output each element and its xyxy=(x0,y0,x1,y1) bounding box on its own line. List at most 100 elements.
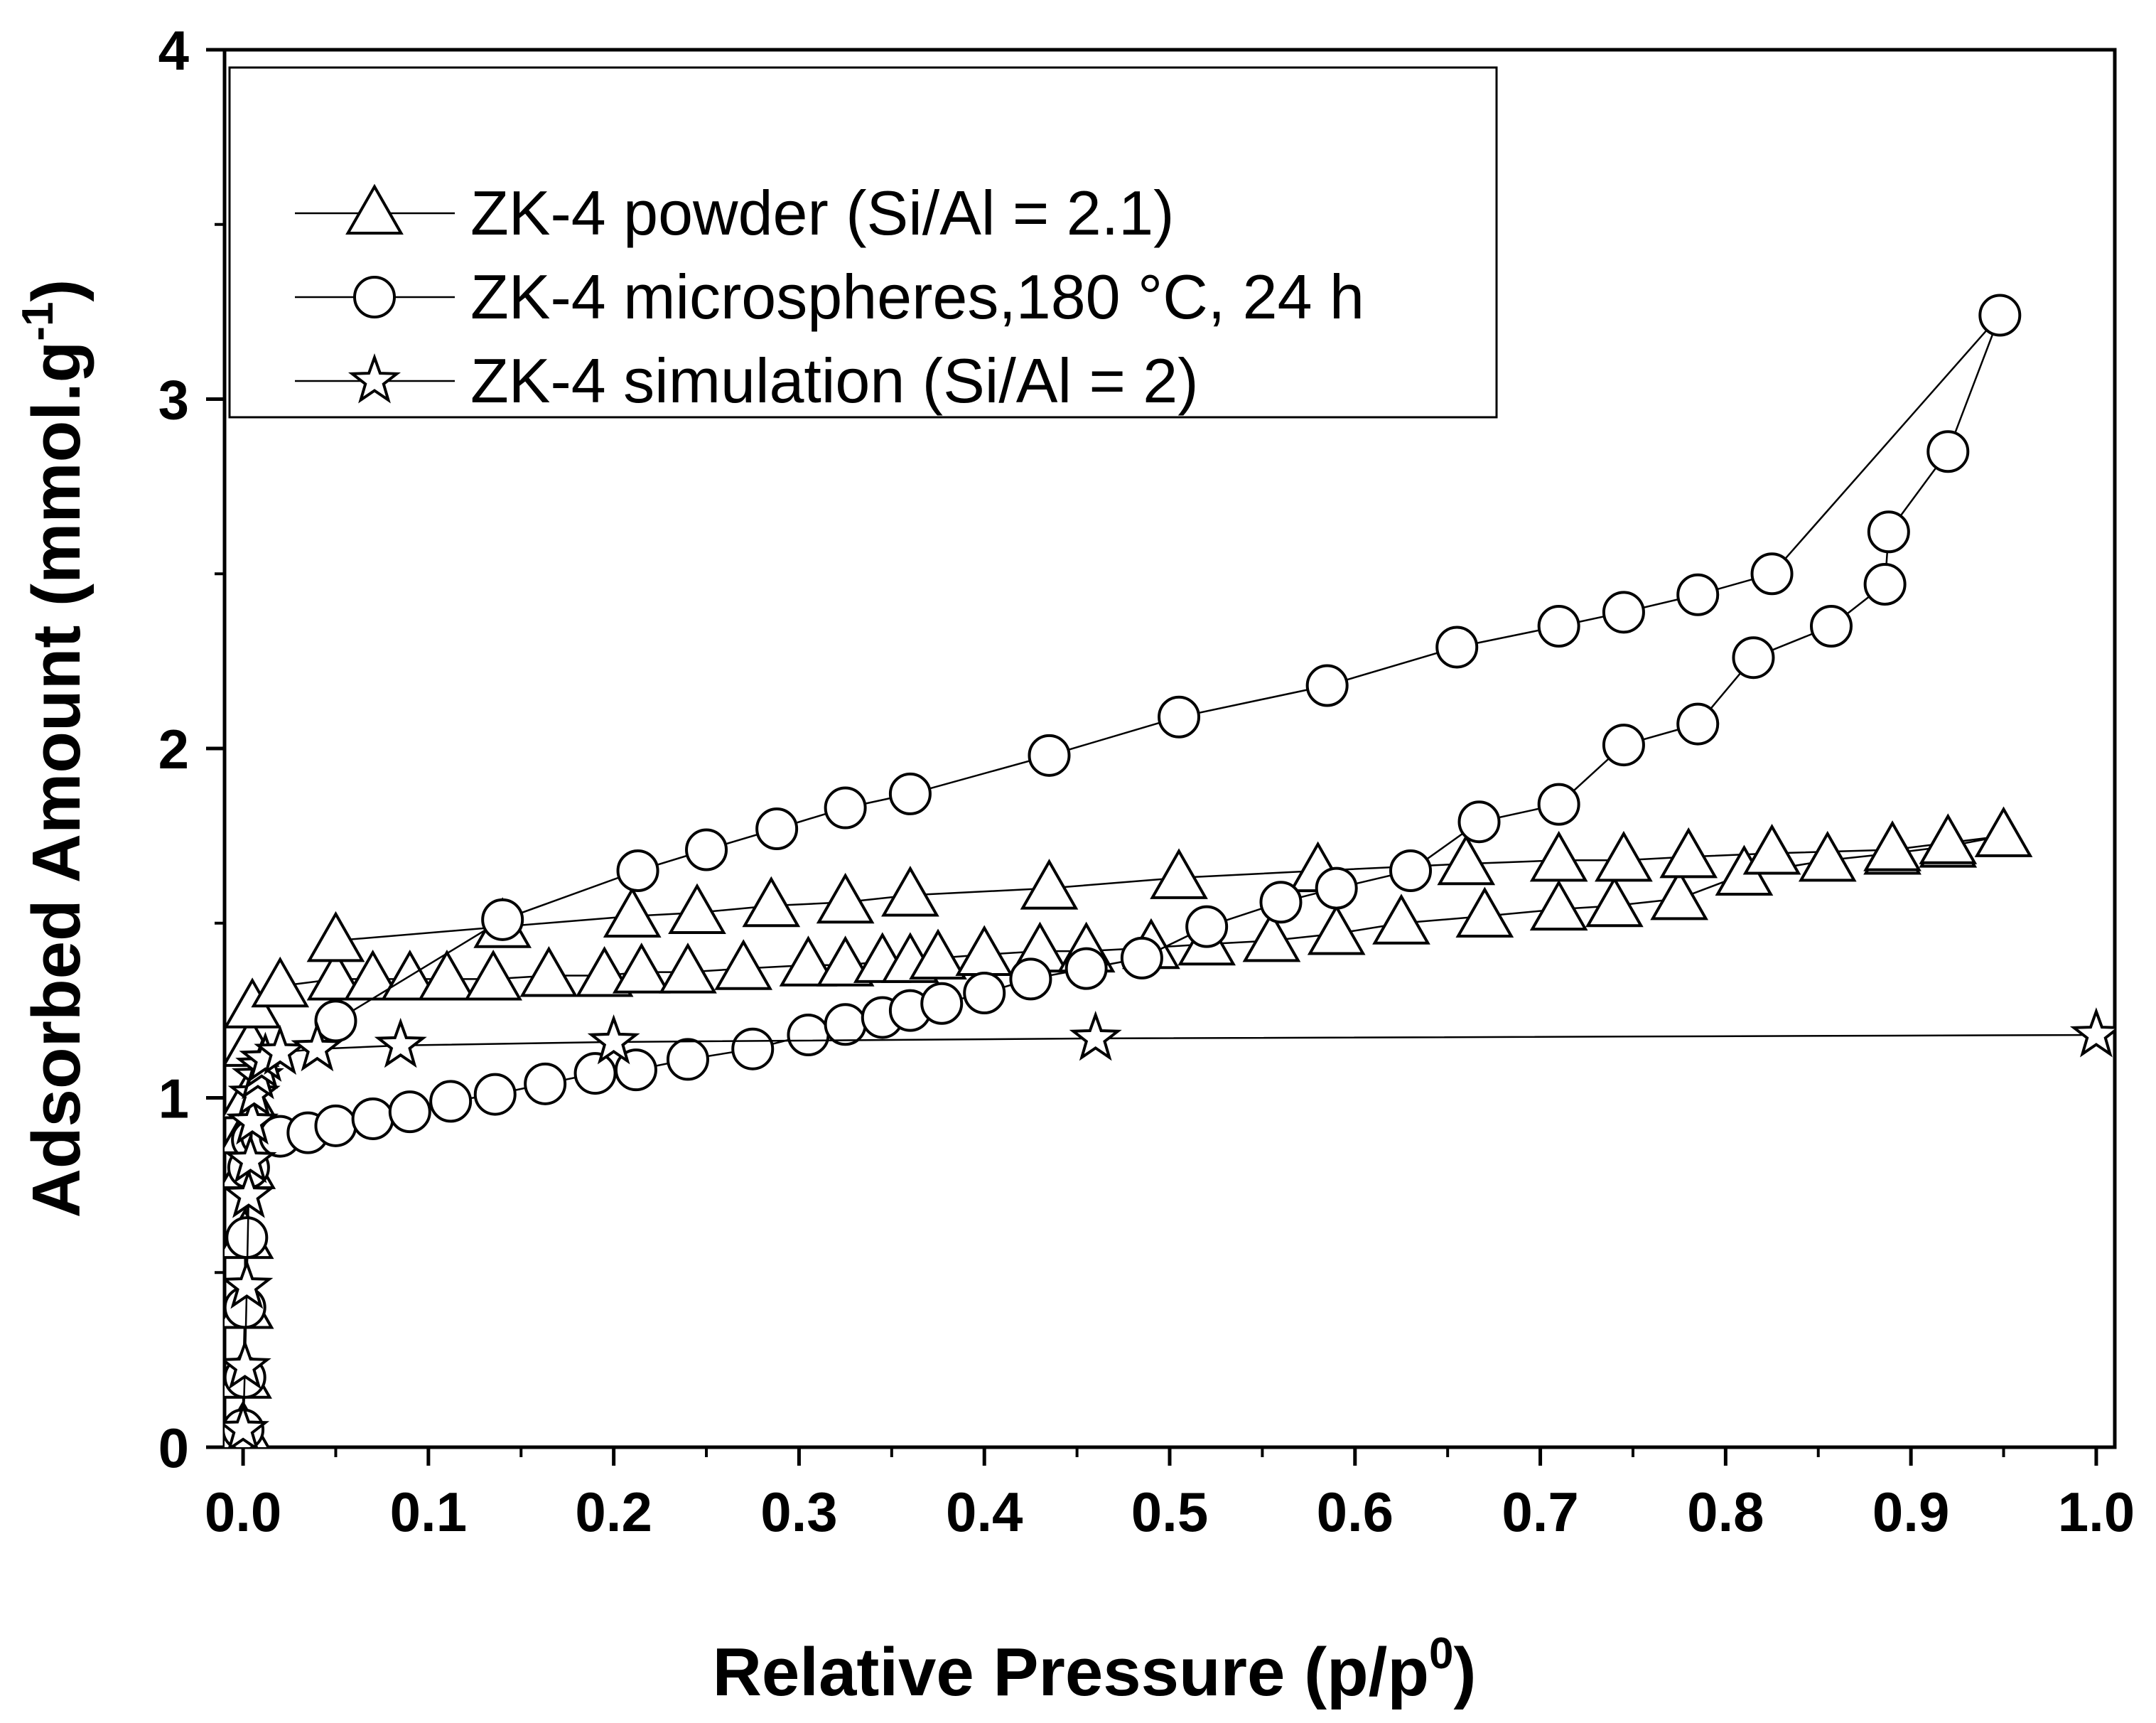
data-point-circle xyxy=(1978,294,2022,337)
x-axis-title: Relative Pressure (p/p0) xyxy=(713,1629,1477,1710)
data-point-triangle xyxy=(464,949,522,1001)
x-axis: 0.0 0.1 0.2 0.3 0.4 0.5 0.6 0.7 0.8 0.9 1.0 xyxy=(205,1447,2135,1543)
data-point-circle xyxy=(1537,783,1580,826)
data-point-circle xyxy=(920,982,964,1025)
data-point-triangle xyxy=(1798,830,1857,882)
y-axis: 0 1 2 3 4 xyxy=(158,19,225,1479)
data-point-circle xyxy=(1185,905,1229,948)
data-point-circle xyxy=(1315,866,1358,910)
y-tick-label: 3 xyxy=(158,369,189,431)
x-tick-label: 0.8 xyxy=(1687,1481,1764,1543)
data-point-circle xyxy=(1863,562,1907,606)
data-point-triangle xyxy=(1307,904,1366,955)
data-point-circle xyxy=(616,849,659,893)
legend-entry: ZK-4 powder (Si/Al = 2.1) xyxy=(295,178,1174,248)
data-point-triangle xyxy=(742,876,801,928)
data-point-circle xyxy=(1926,430,1970,473)
data-point-circle xyxy=(481,898,524,941)
legend-box xyxy=(228,66,1498,419)
x-tick-label: 0.4 xyxy=(946,1481,1023,1543)
data-point-circle xyxy=(755,807,799,851)
y-tick-label: 1 xyxy=(158,1068,189,1130)
data-point-circle xyxy=(388,1090,431,1134)
data-point-star xyxy=(1069,1010,1122,1061)
data-point-circle xyxy=(963,972,1006,1015)
data-point-triangle xyxy=(575,946,634,997)
data-point-star xyxy=(225,1402,270,1447)
series-layer xyxy=(225,294,2115,1447)
data-point-triangle xyxy=(1372,893,1430,945)
data-point-triangle xyxy=(881,865,939,917)
data-point-triangle xyxy=(1742,824,1801,875)
x-tick-label: 0.5 xyxy=(1131,1481,1208,1543)
data-point-triangle xyxy=(1437,834,1496,886)
data-point-circle xyxy=(1120,936,1163,979)
x-tick-label: 0.3 xyxy=(760,1481,837,1543)
data-point-star xyxy=(225,1133,277,1183)
data-point-triangle xyxy=(1974,806,2033,857)
data-point-triangle xyxy=(659,943,717,994)
data-point-circle xyxy=(1810,604,1853,648)
y-tick-label: 4 xyxy=(158,19,189,82)
x-tick-label: 0.9 xyxy=(1872,1481,1949,1543)
data-point-triangle xyxy=(1242,911,1301,962)
legend-label: ZK-4 microspheres,180 °C, 24 h xyxy=(470,262,1364,332)
data-point-circle xyxy=(1435,626,1479,669)
data-point-circle xyxy=(1676,702,1720,746)
data-point-triangle xyxy=(714,939,773,990)
data-point-triangle xyxy=(1529,879,1588,931)
data-point-triangle xyxy=(1529,830,1588,882)
legend-marker-circle xyxy=(353,276,396,318)
data-point-triangle xyxy=(251,956,310,1008)
x-tick-label: 0.0 xyxy=(205,1481,281,1543)
data-point-triangle xyxy=(1863,820,1921,871)
legend: ZK-4 powder (Si/Al = 2.1) ZK-4 microspher… xyxy=(228,66,1498,419)
series-star xyxy=(225,1007,2115,1447)
y-tick-label: 0 xyxy=(158,1417,189,1479)
data-point-circle xyxy=(1602,724,1645,767)
data-point-circle xyxy=(824,786,867,830)
data-point-circle xyxy=(666,1038,709,1081)
legend-label: ZK-4 powder (Si/Al = 2.1) xyxy=(470,178,1174,248)
data-point-triangle xyxy=(306,911,365,962)
y-axis-title-superscript: -1 xyxy=(14,302,63,341)
data-point-circle xyxy=(1009,957,1052,1001)
data-point-circle xyxy=(1064,947,1108,990)
data-point-triangle xyxy=(1455,886,1514,938)
legend-label: ZK-4 simulation (Si/Al = 2) xyxy=(470,345,1199,416)
data-point-star xyxy=(2069,1007,2115,1058)
data-point-star xyxy=(227,1066,281,1117)
x-tick-label: 0.7 xyxy=(1502,1481,1578,1543)
y-tick-label: 2 xyxy=(158,718,189,780)
data-point-star xyxy=(587,1014,640,1065)
data-point-triangle xyxy=(418,949,476,1001)
data-point-triangle xyxy=(1020,859,1079,910)
data-point-circle xyxy=(1602,591,1645,634)
data-point-star xyxy=(225,1258,274,1309)
data-point-circle xyxy=(1750,552,1794,596)
data-point-circle xyxy=(473,1073,517,1116)
x-axis-title-superscript: 0 xyxy=(1429,1629,1453,1678)
data-point-triangle xyxy=(1595,830,1653,882)
legend-entry: ZK-4 simulation (Si/Al = 2) xyxy=(295,345,1199,416)
data-point-circle xyxy=(731,1027,775,1070)
data-point-circle xyxy=(888,772,932,815)
data-point-circle xyxy=(351,1097,394,1140)
data-point-triangle xyxy=(816,872,875,924)
data-point-triangle xyxy=(1585,876,1644,928)
data-point-circle xyxy=(573,1052,617,1095)
data-point-triangle xyxy=(306,949,365,1001)
data-point-circle xyxy=(824,1003,867,1046)
data-point-triangle xyxy=(603,886,662,938)
data-point-star xyxy=(374,1017,427,1068)
legend-marker-triangle xyxy=(345,183,404,235)
legend-entry: ZK-4 microspheres,180 °C, 24 h xyxy=(295,262,1364,332)
data-point-triangle xyxy=(519,946,578,997)
data-point-circle xyxy=(1537,604,1580,648)
data-point-triangle xyxy=(612,943,671,994)
data-point-circle xyxy=(524,1062,567,1105)
data-point-circle xyxy=(314,1104,357,1147)
data-point-triangle xyxy=(816,935,875,987)
y-axis-title-text: Adsorbed Amount (mmol.g xyxy=(18,341,95,1218)
